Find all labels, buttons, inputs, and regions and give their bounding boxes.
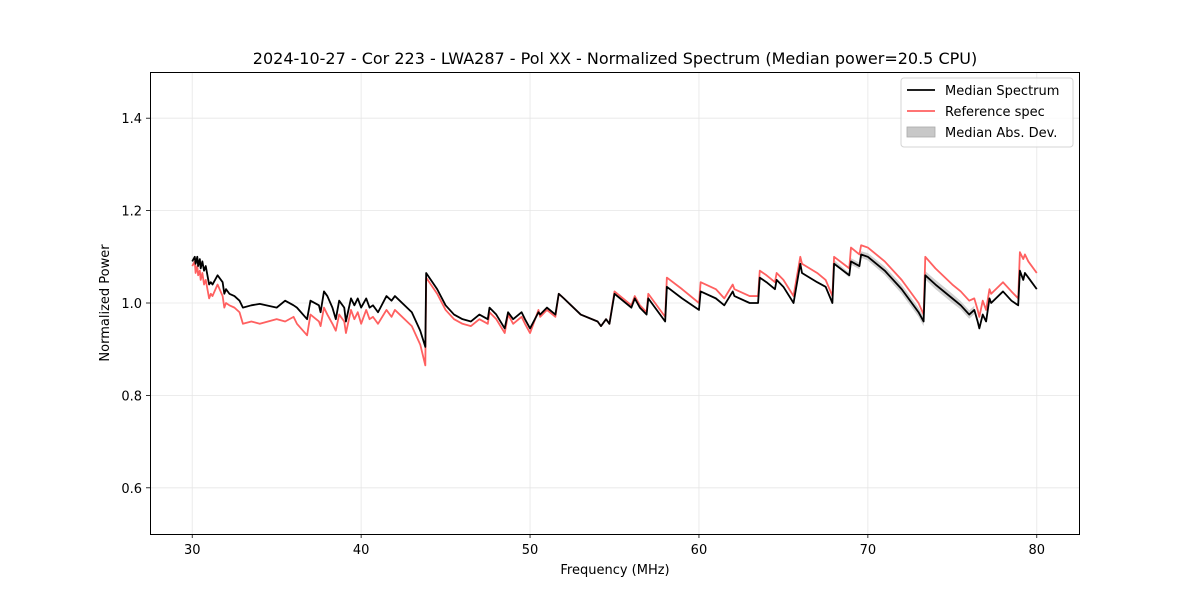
x-tick-label: 80 xyxy=(1028,543,1045,558)
legend-label-median: Median Spectrum xyxy=(945,84,1059,99)
y-tick-label: 1.2 xyxy=(121,205,142,220)
x-tick-label: 30 xyxy=(184,543,201,558)
chart-title: 2024-10-27 - Cor 223 - LWA287 - Pol XX -… xyxy=(253,49,977,68)
y-tick-label: 0.6 xyxy=(121,482,142,497)
x-tick-label: 60 xyxy=(691,543,708,558)
legend-label-reference: Reference spec xyxy=(945,105,1045,120)
x-tick-label: 70 xyxy=(860,543,877,558)
mad-band xyxy=(834,251,975,327)
legend-label-mad: Median Abs. Dev. xyxy=(945,126,1057,141)
median-spectrum-line xyxy=(191,253,1038,348)
x-axis-label: Frequency (MHz) xyxy=(560,563,669,578)
series-layer xyxy=(191,244,1038,367)
x-tick-label: 50 xyxy=(522,543,539,558)
y-axis: 0.6 0.8 1.0 1.2 1.4 xyxy=(121,112,150,497)
y-tick-label: 1.0 xyxy=(121,297,142,312)
x-axis: 30 40 50 60 70 80 xyxy=(184,534,1045,558)
y-tick-label: 1.4 xyxy=(121,112,142,127)
plot-frame xyxy=(150,72,1080,535)
x-tick-label: 40 xyxy=(353,543,370,558)
y-tick-label: 0.8 xyxy=(121,389,142,404)
legend: Median Spectrum Reference spec Median Ab… xyxy=(900,77,1074,148)
legend-swatch-mad xyxy=(906,126,936,138)
mad-band-layer xyxy=(834,251,975,327)
reference-spec-line xyxy=(191,244,1038,367)
legend-box xyxy=(900,77,1074,148)
y-axis-label: Normalized Power xyxy=(98,244,113,362)
